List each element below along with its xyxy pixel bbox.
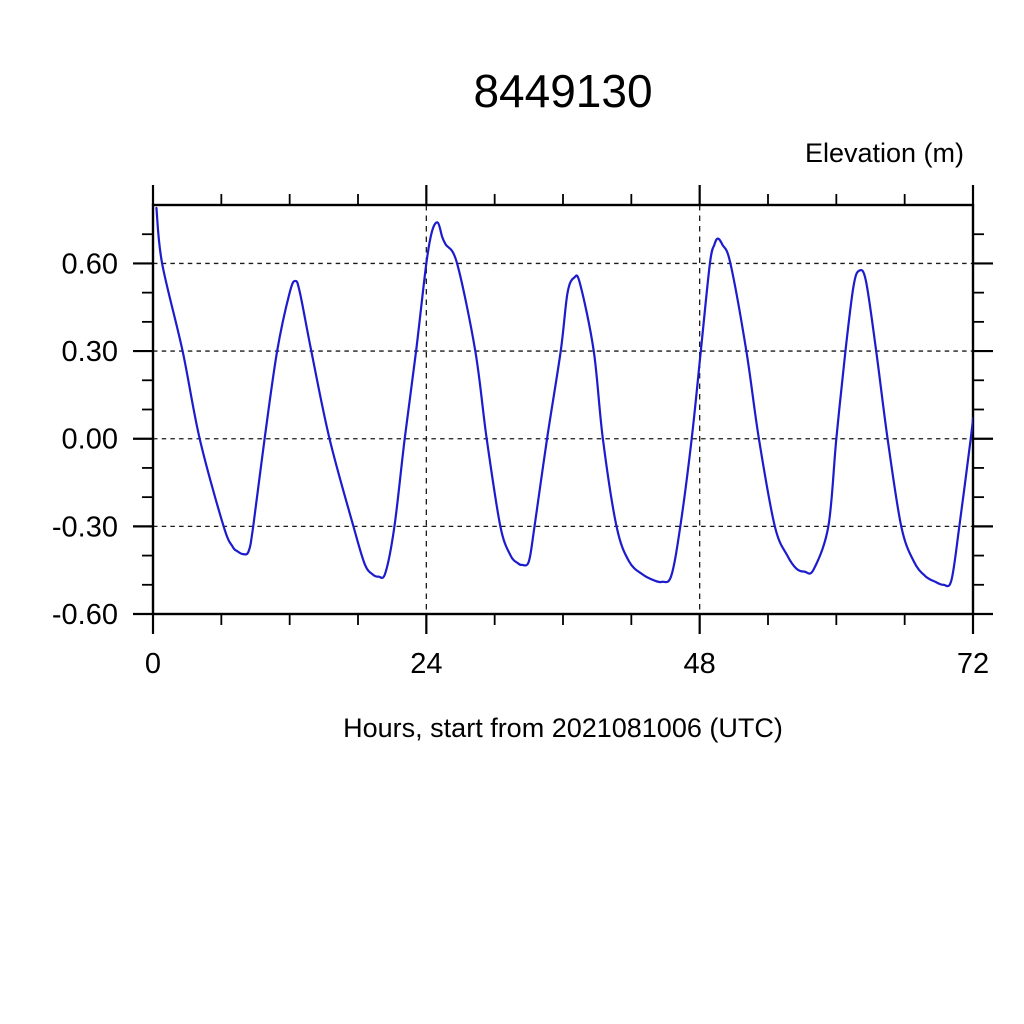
y-axis-unit-label: Elevation (m)	[805, 138, 964, 168]
elevation-curve	[155, 206, 973, 588]
x-axis-title: Hours, start from 2021081006 (UTC)	[343, 713, 783, 743]
y-tick-label: 0.30	[62, 336, 118, 368]
y-tick-label: -0.30	[52, 511, 118, 543]
y-tick-label: -0.60	[52, 599, 118, 631]
chart-title: 8449130	[473, 65, 652, 117]
gridlines	[153, 205, 973, 614]
x-tick-label: 0	[145, 648, 161, 680]
plot-frame	[151, 203, 975, 616]
x-tick-label: 24	[410, 648, 442, 680]
x-tick-label: 48	[684, 648, 716, 680]
axis-ticks	[133, 185, 993, 634]
tick-labels: 0 24 48 72 0.60 0.30 0.00 -0.30 -0.60	[52, 248, 989, 680]
y-tick-label: 0.60	[62, 248, 118, 280]
y-tick-label: 0.00	[62, 424, 118, 456]
x-tick-label: 72	[957, 648, 989, 680]
